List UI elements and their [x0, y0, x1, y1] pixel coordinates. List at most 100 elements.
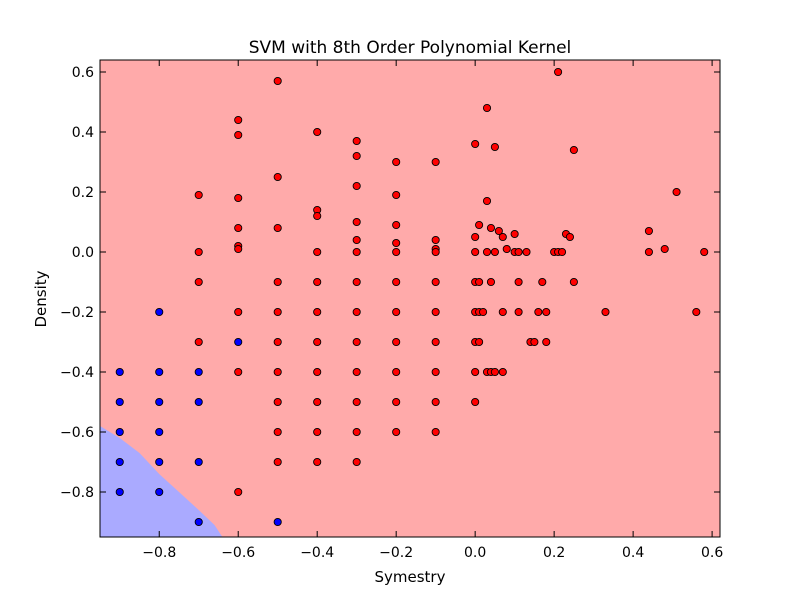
data-point — [482, 103, 492, 113]
data-point — [273, 172, 282, 182]
data-point — [538, 277, 547, 287]
data-point — [194, 367, 203, 377]
data-point — [234, 115, 243, 125]
data-point — [502, 244, 511, 254]
data-point — [273, 517, 282, 527]
x-tick-label: −0.8 — [142, 545, 176, 561]
data-point — [313, 397, 322, 407]
data-point — [392, 367, 401, 377]
data-point — [471, 232, 480, 242]
data-point — [498, 367, 507, 377]
data-point — [475, 277, 484, 287]
y-tick-label: 0.0 — [72, 245, 94, 261]
data-point — [565, 232, 574, 242]
data-point — [273, 427, 282, 437]
data-point — [557, 247, 567, 257]
x-tick-label: 0.6 — [701, 545, 723, 561]
data-point — [530, 337, 539, 347]
data-point — [352, 247, 361, 257]
data-point — [490, 247, 499, 257]
x-axis-label: Symestry — [375, 568, 446, 586]
data-point — [194, 337, 203, 347]
data-point — [352, 457, 361, 467]
data-point — [431, 247, 440, 257]
data-point — [672, 187, 681, 197]
red-decision-region — [100, 60, 720, 537]
data-point — [234, 487, 243, 497]
x-tick-label: 0.2 — [543, 545, 565, 561]
data-point — [155, 487, 164, 497]
data-point — [431, 397, 440, 407]
data-point — [475, 337, 484, 347]
data-point — [273, 277, 282, 287]
data-point — [352, 337, 361, 347]
data-point — [234, 307, 243, 317]
data-point — [313, 337, 322, 347]
data-point — [313, 127, 322, 137]
data-point — [313, 277, 322, 287]
data-point — [392, 277, 401, 287]
data-point — [313, 457, 322, 467]
data-point — [194, 517, 203, 527]
data-point — [352, 427, 361, 437]
data-point — [431, 427, 440, 437]
blue-decision-region — [100, 426, 223, 537]
data-point — [155, 427, 164, 437]
data-point — [569, 277, 578, 287]
data-point — [392, 238, 401, 248]
data-point — [490, 142, 499, 152]
data-point — [352, 151, 361, 161]
data-point — [514, 277, 523, 287]
data-point — [194, 397, 203, 407]
data-point — [155, 307, 164, 317]
data-point — [352, 181, 361, 191]
data-point — [155, 457, 164, 467]
data-point — [194, 277, 203, 287]
data-point — [431, 367, 440, 377]
data-point — [498, 307, 507, 317]
data-point — [431, 307, 440, 317]
y-tick-label: 0.2 — [72, 185, 94, 201]
x-tick-label: 0.0 — [464, 545, 486, 561]
data-point — [482, 247, 492, 257]
data-point — [479, 307, 488, 317]
data-point — [194, 190, 203, 200]
data-point — [194, 247, 203, 257]
data-point — [471, 139, 480, 149]
data-point — [644, 226, 653, 236]
data-point — [431, 235, 440, 245]
data-point — [431, 277, 440, 287]
y-tick-label: −0.6 — [60, 425, 94, 441]
data-point — [273, 76, 282, 86]
data-point — [352, 367, 361, 377]
data-point — [273, 457, 282, 467]
data-point — [392, 190, 401, 200]
y-tick-label: 0.6 — [72, 65, 94, 81]
data-point — [234, 367, 243, 377]
data-point — [352, 277, 361, 287]
y-axis-label: Density — [32, 270, 50, 327]
data-point — [234, 244, 243, 254]
data-point — [234, 337, 243, 347]
data-point — [392, 157, 401, 167]
data-point — [475, 220, 484, 230]
data-point — [554, 67, 563, 77]
data-point — [155, 367, 164, 377]
y-tick-label: −0.4 — [60, 365, 94, 381]
data-point — [644, 247, 653, 257]
data-point — [313, 427, 322, 437]
data-point — [692, 307, 701, 317]
data-point — [514, 307, 523, 317]
data-point — [115, 427, 124, 437]
plot-area — [100, 60, 720, 537]
data-point — [482, 196, 492, 206]
data-point — [494, 226, 503, 236]
data-point — [471, 367, 480, 377]
chart-title: SVM with 8th Order Polynomial Kernel — [249, 38, 572, 58]
data-point — [352, 235, 361, 245]
data-point — [392, 247, 401, 257]
x-tick-label: −0.4 — [300, 545, 334, 561]
data-point — [510, 229, 519, 239]
data-point — [392, 307, 401, 317]
